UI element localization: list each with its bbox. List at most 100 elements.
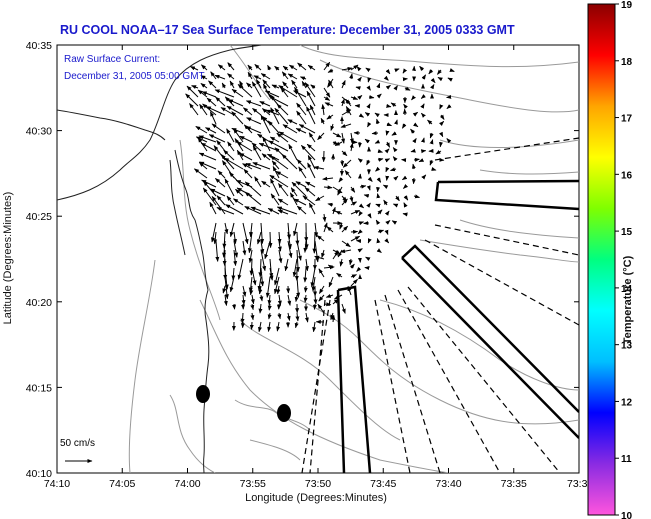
current-vector xyxy=(216,140,226,152)
current-vector xyxy=(385,130,390,136)
current-vector xyxy=(323,185,333,190)
current-vector xyxy=(223,294,228,306)
current-vector xyxy=(195,125,208,134)
colorbar-tick-label: 18 xyxy=(621,57,633,68)
current-vector xyxy=(341,240,351,248)
current-vector xyxy=(258,258,263,278)
current-vector xyxy=(377,149,383,153)
current-vector xyxy=(215,240,220,262)
current-vector xyxy=(318,294,325,302)
current-vector xyxy=(421,174,427,180)
current-vector xyxy=(233,240,239,258)
current-vector xyxy=(236,141,253,152)
current-vector xyxy=(358,221,365,226)
current-vector xyxy=(326,114,334,120)
current-vector xyxy=(413,122,419,128)
current-vector xyxy=(268,120,280,134)
current-vector xyxy=(394,119,398,125)
current-vector xyxy=(233,231,237,245)
current-vector xyxy=(410,128,415,134)
current-vector xyxy=(368,95,375,100)
current-vector xyxy=(376,177,382,183)
current-vector xyxy=(341,132,346,144)
current-vector xyxy=(217,170,226,179)
current-vector xyxy=(320,117,325,125)
current-vector xyxy=(341,303,346,314)
current-vector xyxy=(208,134,226,143)
current-vector xyxy=(429,139,434,145)
current-vector xyxy=(260,222,265,244)
current-vector xyxy=(245,163,262,170)
current-vector xyxy=(291,79,298,89)
current-vector xyxy=(288,143,298,161)
current-vector xyxy=(287,240,293,259)
colorbar-tick-label: 19 xyxy=(621,0,633,11)
current-vector xyxy=(350,186,356,193)
x-tick-label: 73:55 xyxy=(240,478,266,490)
current-vector xyxy=(357,158,363,163)
current-vector xyxy=(376,93,382,99)
current-vector xyxy=(205,127,217,134)
current-vector xyxy=(410,148,416,153)
colorbar-tick-label: 14 xyxy=(621,284,633,295)
current-vector xyxy=(277,209,289,215)
surface-current-vectors xyxy=(185,61,455,333)
current-vector xyxy=(252,162,271,170)
x-tick-label: 73:45 xyxy=(370,478,396,490)
current-vector xyxy=(214,74,226,80)
current-vector xyxy=(261,153,271,161)
current-vector xyxy=(299,76,307,81)
current-vector xyxy=(358,210,363,217)
current-vector xyxy=(316,235,325,242)
current-vector xyxy=(376,238,381,244)
current-vector xyxy=(296,110,307,125)
current-vector xyxy=(303,285,308,293)
current-vector xyxy=(393,85,398,91)
current-vector xyxy=(260,240,265,255)
current-vector xyxy=(252,145,262,161)
current-vector xyxy=(224,267,229,290)
current-vector xyxy=(307,162,316,179)
current-vector xyxy=(303,294,308,303)
current-vector xyxy=(257,276,262,291)
y-tick-label: 40:10 xyxy=(26,468,52,480)
current-vector xyxy=(413,194,420,199)
current-vector xyxy=(350,274,357,279)
current-vector xyxy=(336,272,343,278)
coastline xyxy=(57,45,263,473)
colorbar-tick-label: 13 xyxy=(621,341,633,352)
current-vector xyxy=(375,203,381,208)
current-vector xyxy=(241,294,246,306)
current-vector xyxy=(269,174,289,188)
current-vector xyxy=(446,94,452,99)
current-vector xyxy=(224,276,229,300)
current-vector xyxy=(421,137,425,143)
current-vector xyxy=(226,105,244,116)
current-vector xyxy=(313,165,325,170)
current-vector xyxy=(222,285,227,294)
current-vector xyxy=(278,131,298,143)
current-vector xyxy=(301,145,316,161)
current-vector xyxy=(328,276,334,288)
current-vector xyxy=(357,95,363,100)
current-vector xyxy=(296,205,307,215)
current-vector xyxy=(367,121,372,128)
current-vector xyxy=(306,143,316,152)
current-vector xyxy=(198,135,217,143)
current-vector xyxy=(259,101,271,107)
current-vector xyxy=(294,321,299,329)
current-vector xyxy=(375,166,381,172)
current-vector xyxy=(338,177,344,183)
y-axis-label: Latitude (Degrees:Minutes) xyxy=(2,191,14,325)
bathymetry-contours xyxy=(128,45,579,473)
current-vector xyxy=(306,106,316,125)
current-vector xyxy=(237,84,253,98)
current-vector xyxy=(242,222,249,245)
current-vector xyxy=(350,64,359,71)
current-vector xyxy=(264,240,271,260)
colorbar-label: Temperature (°C) xyxy=(622,255,634,345)
current-vector xyxy=(293,222,298,237)
current-vector xyxy=(242,240,247,256)
current-vector xyxy=(401,175,408,181)
